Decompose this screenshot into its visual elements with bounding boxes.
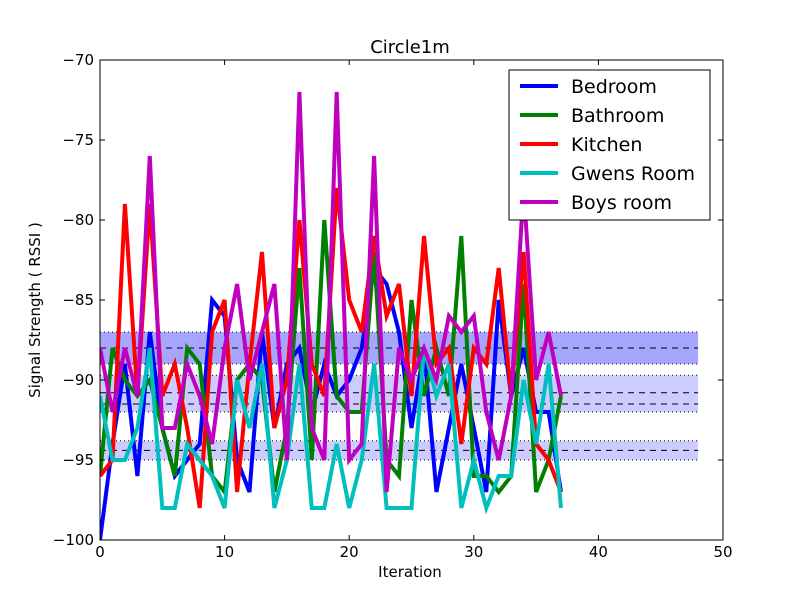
series-line-boys-room <box>100 91 563 493</box>
x-tick-label: 10 <box>215 543 234 561</box>
legend-label-bedroom: Bedroom <box>571 76 657 98</box>
y-tick-label: −90 <box>62 371 94 389</box>
plot-area <box>100 91 699 540</box>
axes: 0 10 20 30 40 50 −100 −95 −90 −85 −80 −75 −70 <box>53 51 733 561</box>
y-tick-label: −80 <box>62 211 94 229</box>
y-tick-label: −70 <box>62 51 94 69</box>
band-2 <box>100 375 699 412</box>
chart-title: Circle1m <box>370 37 450 58</box>
x-axis-label: Iteration <box>378 563 442 581</box>
y-tick-label: −100 <box>53 531 94 549</box>
x-tick-label: 20 <box>340 543 359 561</box>
y-axis-label: Signal Strength ( RSSI ) <box>26 222 44 398</box>
y-tick-label: −75 <box>62 131 94 149</box>
y-tick-label: −85 <box>62 291 94 309</box>
legend-label-boys-room: Boys room <box>571 192 672 214</box>
x-tick-label: 40 <box>589 543 608 561</box>
x-tick-label: 30 <box>464 543 483 561</box>
x-tick-label: 0 <box>95 543 105 561</box>
legend-label-kitchen: Kitchen <box>571 134 642 156</box>
plot-clipped-group <box>100 91 699 540</box>
legend-label-gwens-room: Gwens Room <box>571 163 695 185</box>
x-tick-label: 50 <box>713 543 732 561</box>
y-tick-label: −95 <box>62 451 94 469</box>
legend-label-bathroom: Bathroom <box>571 105 664 127</box>
series-line-gwens-room <box>100 347 563 515</box>
legend: Bedroom Bathroom Kitchen Gwens Room Boys roo… <box>508 69 711 221</box>
